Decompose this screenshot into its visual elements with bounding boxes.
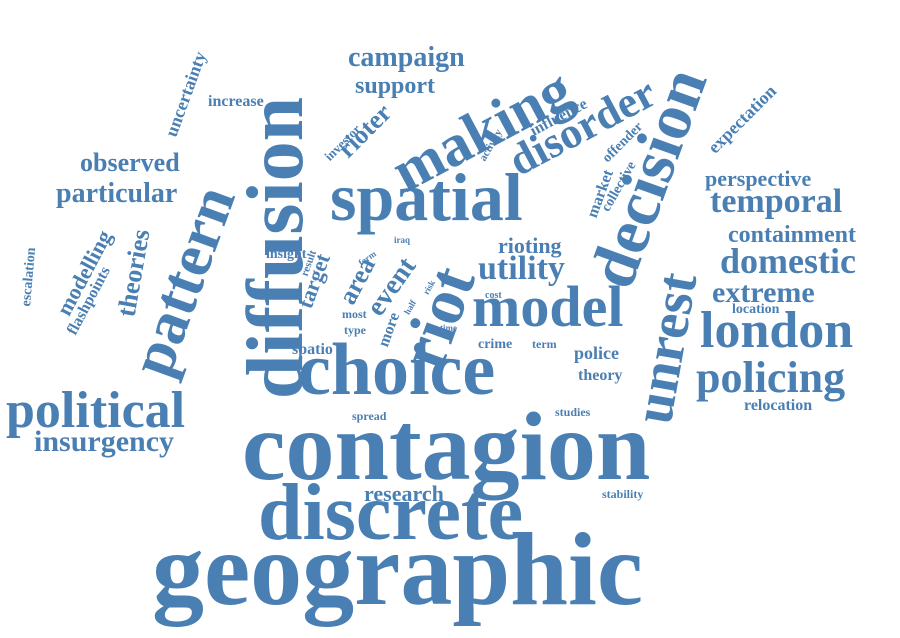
word-spread: spread bbox=[352, 409, 387, 423]
word-iraq: iraq bbox=[394, 235, 411, 245]
word-geographic: geographic bbox=[152, 512, 644, 627]
word-extreme: extreme bbox=[712, 276, 815, 309]
word-increase: increase bbox=[208, 93, 264, 110]
word-utility: utility bbox=[478, 250, 565, 287]
word-cost: cost bbox=[485, 290, 502, 301]
word-research: research bbox=[364, 481, 444, 506]
word-term: term bbox=[532, 337, 557, 351]
word-domestic: domestic bbox=[720, 241, 856, 281]
word-contagion: contagion bbox=[242, 393, 651, 501]
word-insight: insight bbox=[266, 247, 307, 262]
word-time: time bbox=[440, 323, 457, 333]
word-temporal: temporal bbox=[710, 183, 843, 220]
word-particular: particular bbox=[56, 178, 178, 209]
word-spatial: spatial bbox=[330, 159, 523, 235]
word-containment: containment bbox=[728, 222, 856, 248]
word-london: london bbox=[700, 302, 854, 359]
word-rioting: rioting bbox=[498, 233, 562, 258]
word-police: police bbox=[574, 343, 619, 363]
word-policing: policing bbox=[696, 353, 846, 402]
word-spatio: spatio bbox=[292, 341, 333, 358]
word-studies: studies bbox=[555, 405, 591, 419]
word-choice: choice bbox=[298, 329, 496, 411]
word-diffusion: diffusion bbox=[232, 96, 321, 400]
word-insurgency: insurgency bbox=[34, 425, 175, 458]
word-crime: crime bbox=[478, 337, 513, 352]
word-uncertainty: uncertainty bbox=[160, 48, 211, 140]
word-observed: observed bbox=[80, 148, 180, 177]
word-stability: stability bbox=[602, 487, 644, 501]
word-model: model bbox=[472, 274, 624, 339]
word-escalation: escalation bbox=[19, 246, 40, 308]
word-type: type bbox=[344, 323, 366, 337]
word-campaign: campaign bbox=[348, 42, 465, 73]
word-political: political bbox=[6, 382, 186, 439]
word-perspective: perspective bbox=[705, 166, 812, 191]
word-relocation: relocation bbox=[744, 397, 813, 414]
word-location: location bbox=[732, 302, 780, 317]
word-support: support bbox=[355, 73, 436, 99]
word-theory: theory bbox=[578, 367, 623, 384]
word-discrete: discrete bbox=[258, 469, 524, 557]
word-most: most bbox=[342, 307, 367, 321]
